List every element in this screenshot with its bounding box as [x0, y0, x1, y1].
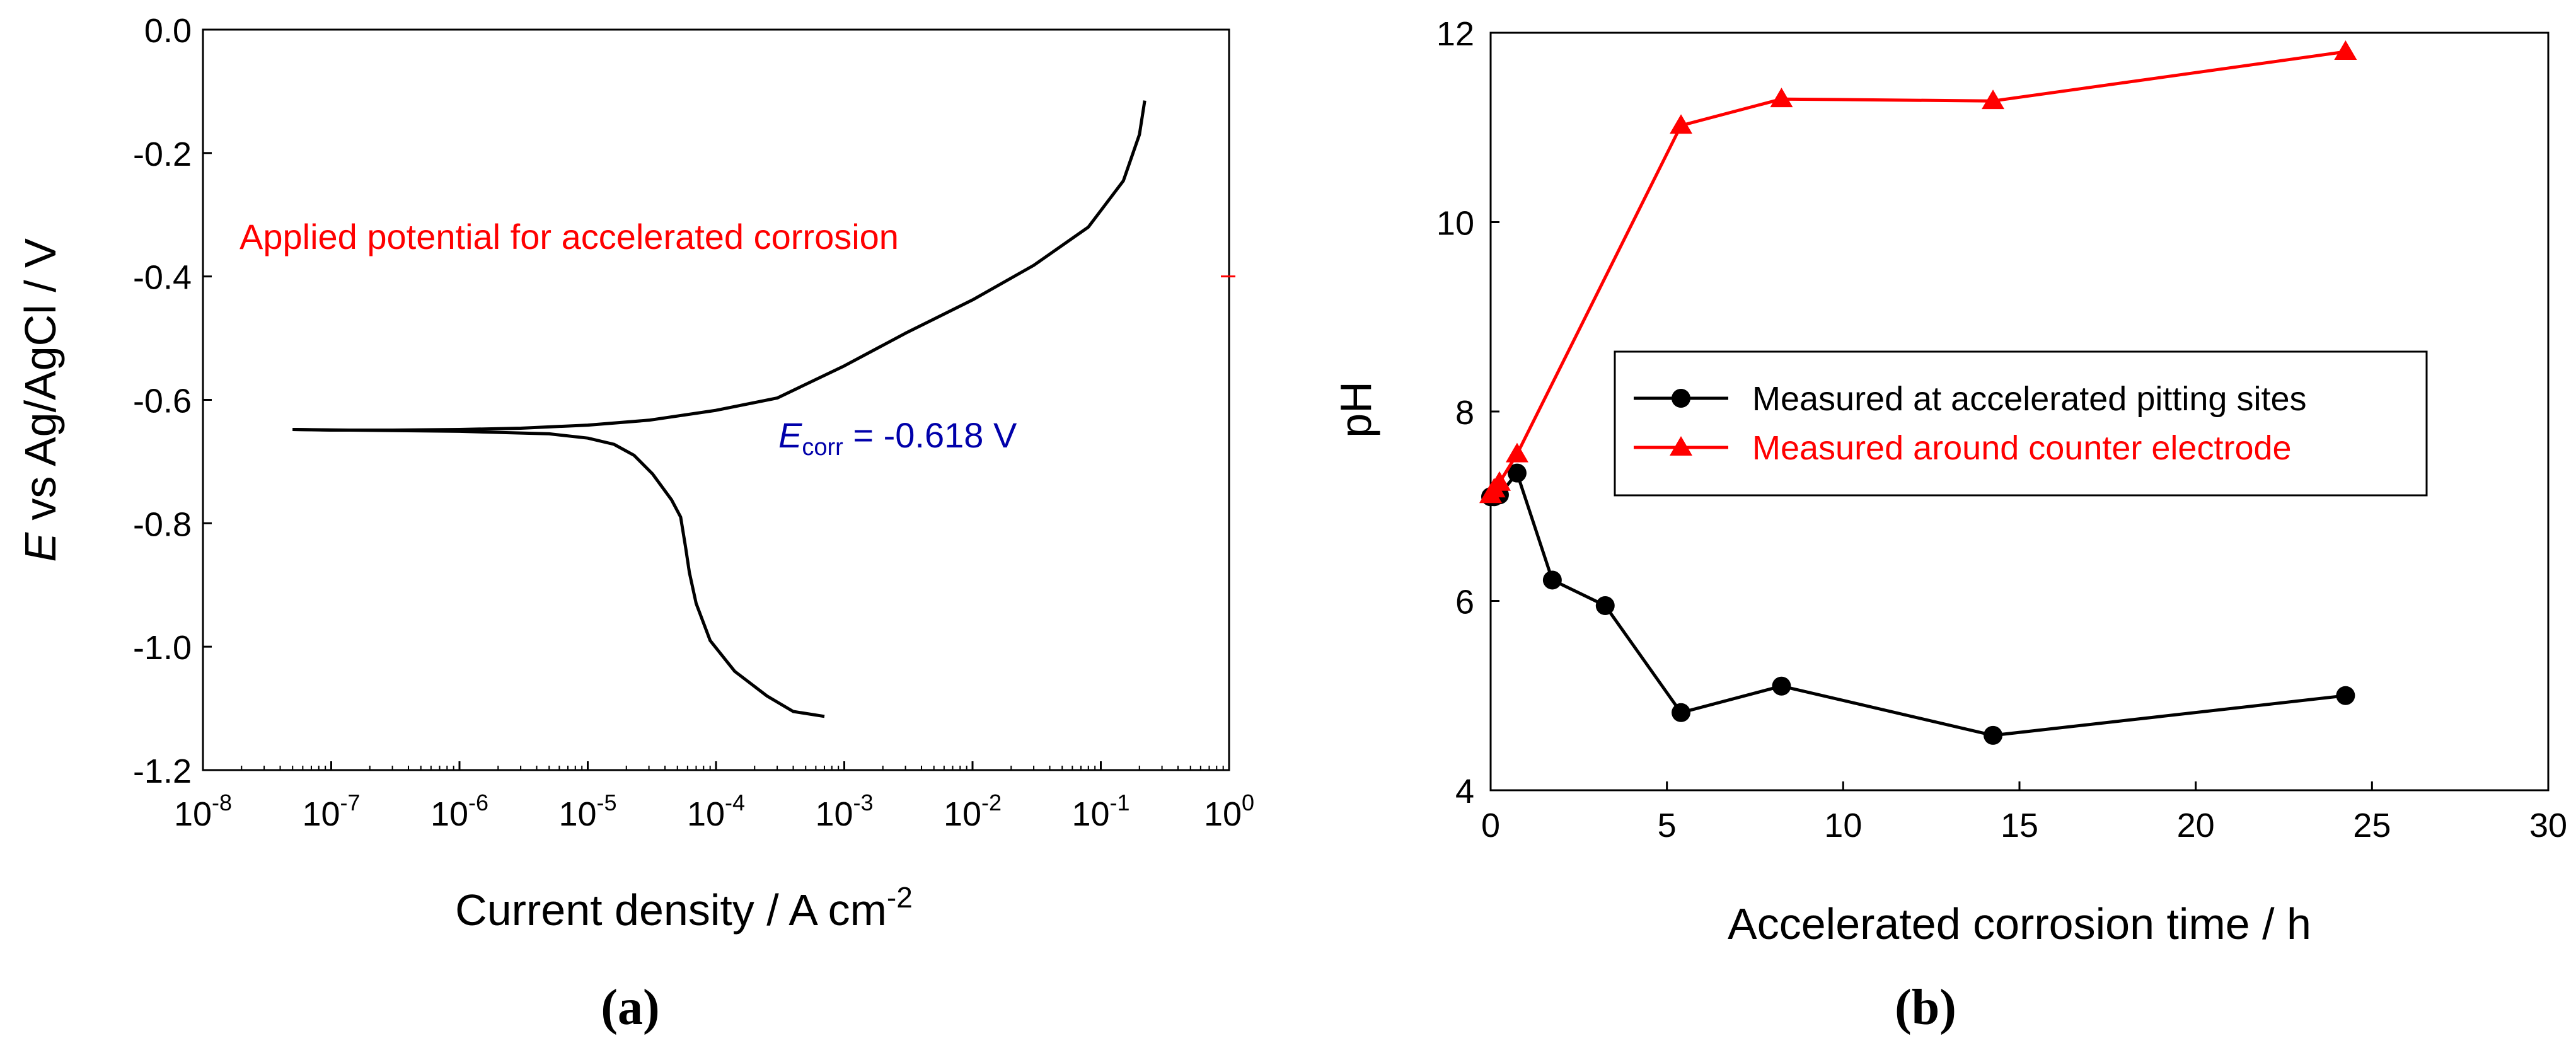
panel-a-y-axis-title-text: vs Ag/AgCl / V: [16, 238, 65, 533]
tick-base: 10: [430, 795, 468, 833]
panel-b-point-triangle: [2334, 40, 2357, 60]
panel-b-point-circle: [1984, 725, 2003, 745]
panel-b-x-axis-title: Accelerated corrosion time / h: [1728, 899, 2311, 948]
panel-a-x-tick-label: 10-7: [302, 790, 360, 833]
applied-potential-label: Applied potential for accelerated corros…: [240, 217, 899, 256]
panel-a-y-tick-label: -0.4: [133, 259, 192, 297]
panel-a-x-axis-title-exp: -2: [887, 881, 913, 914]
panel-a-x-ticks: 10-8 10-7 10-6 10-5 10-4 10-3 10-2 10-1 100: [174, 761, 1254, 833]
panel-b-legend: Measured at accelerated pitting sites Me…: [1614, 350, 2428, 497]
tick-base: 10: [687, 795, 725, 833]
panel-b-y-ticks: 4 6 8 10 12: [1436, 15, 1499, 810]
tick-exponent: -2: [981, 790, 1002, 815]
panel-a-series-group: [292, 100, 1146, 718]
panel-b-x-tick-label: 10: [1824, 807, 1862, 844]
tick-base: 10: [1071, 795, 1109, 833]
tick-base: 10: [302, 795, 340, 833]
panel-b-y-tick-label: 12: [1436, 15, 1474, 53]
panel-a-x-tick-label: 10-5: [558, 790, 616, 833]
panel-a-y-tick-label: -1.0: [133, 629, 192, 667]
tick-exponent: -1: [1110, 790, 1130, 815]
tick-exponent: -7: [340, 790, 361, 815]
panel-a-y-ticks: 0.0 -0.2 -0.4 -0.6 -0.8 -1.0 -1.2: [133, 12, 212, 790]
panel-b-series-line-0: [1491, 471, 2346, 737]
panel-b-y-tick-label: 4: [1455, 773, 1474, 810]
tick-exponent: -8: [212, 790, 232, 815]
panel-a-label: (a): [601, 980, 659, 1035]
panel-a-plot-frame: [202, 28, 1230, 771]
tick-base: 10: [558, 795, 596, 833]
tick-base: 10: [815, 795, 853, 833]
legend-label-pitting: Measured at accelerated pitting sites: [1752, 380, 2306, 418]
panel-b-point-circle: [1672, 703, 1691, 722]
panel-a-series-cathodic-branch: [292, 428, 825, 718]
panel-b-x-tick-label: 20: [2177, 807, 2215, 844]
panel-a-chart: 10-8 10-7 10-6 10-5 10-4 10-3 10-2 10-1 100 0.0-…: [16, 12, 1254, 1035]
panel-a-x-axis-title: Current density / A cm-2: [455, 881, 913, 935]
panel-a-y-tick-label: -0.6: [133, 383, 192, 420]
panel-b-chart: 0 5 10 15 20 25 30 4 6 8 10 12 Measured at acceler…: [1331, 15, 2567, 1035]
ecorr-sub: corr: [802, 434, 843, 461]
panel-a-y-tick-label: 0.0: [144, 12, 192, 50]
panel-a-x-tick-label: 10-8: [174, 790, 232, 833]
panel-b-point-triangle: [1982, 89, 2005, 110]
panel-a-x-tick-label: 100: [1204, 790, 1254, 833]
panel-b-x-tick-label: 0: [1481, 807, 1500, 844]
ecorr-label: Ecorr = -0.618 V: [778, 415, 1017, 461]
panel-b-x-tick-label: 25: [2353, 807, 2391, 844]
panel-a-x-tick-label: 10-3: [815, 790, 873, 833]
legend-marker-triangle: [1670, 436, 1692, 456]
panel-b-point-triangle: [1487, 471, 1511, 491]
panel-a-x-tick-label: 10-4: [687, 790, 745, 833]
panel-b-series-group: [1479, 40, 2357, 745]
panel-a-y-tick-label: -0.8: [133, 505, 192, 543]
panel-b-x-tick-label: 30: [2529, 807, 2567, 844]
panel-b-point-circle: [1772, 676, 1791, 696]
tick-exponent: -5: [597, 790, 617, 815]
ecorr-var: E: [778, 415, 802, 455]
legend-box: [1614, 350, 2428, 497]
panel-b-x-tick-label: 5: [1658, 807, 1677, 844]
panel-b-y-tick-label: 10: [1436, 205, 1474, 243]
ecorr-rest: = -0.618 V: [843, 415, 1017, 455]
panel-b-x-tick-label: 15: [2001, 807, 2038, 844]
tick-base: 10: [944, 795, 981, 833]
tick-base: 10: [174, 795, 212, 833]
tick-exponent: -6: [468, 790, 488, 815]
panel-b-point-triangle: [1505, 442, 1528, 463]
panel-a-y-axis-title-var: E: [16, 532, 65, 562]
panel-b-point-triangle: [1670, 114, 1693, 134]
panel-a-y-tick-label: -0.2: [133, 135, 192, 173]
panel-b-y-tick-label: 6: [1455, 584, 1474, 621]
panel-b-point-circle: [2336, 686, 2355, 705]
panel-b-point-circle: [1542, 570, 1562, 590]
panel-b-point-circle: [1507, 463, 1527, 483]
panel-a-x-tick-label: 10-2: [944, 790, 1002, 833]
panel-a-x-tick-label: 10-1: [1071, 790, 1129, 833]
tick-exponent: 0: [1242, 790, 1254, 815]
panel-b-x-ticks: 0 5 10 15 20 25 30: [1481, 781, 2567, 844]
panel-a-x-axis-title-text: Current density / A cm: [455, 885, 887, 935]
legend-marker-circle: [1672, 389, 1690, 408]
panel-a-x-tick-label: 10-6: [430, 790, 488, 833]
panel-b-label: (b): [1895, 980, 1956, 1035]
panel-b-point-triangle: [1770, 88, 1793, 108]
panel-a-y-tick-label: -1.2: [133, 752, 192, 790]
tick-exponent: -4: [725, 790, 745, 815]
panel-a-y-axis-title: E vs Ag/AgCl / V: [16, 238, 65, 562]
panel-b-point-circle: [1595, 596, 1615, 616]
legend-label-counter: Measured around counter electrode: [1752, 429, 2292, 467]
tick-base: 10: [1204, 795, 1242, 833]
panel-b-y-tick-label: 8: [1455, 394, 1474, 432]
panel-b-y-axis-title: pH: [1331, 381, 1380, 437]
panel-a-series-anodic-branch: [292, 100, 1146, 432]
tick-exponent: -3: [853, 790, 874, 815]
